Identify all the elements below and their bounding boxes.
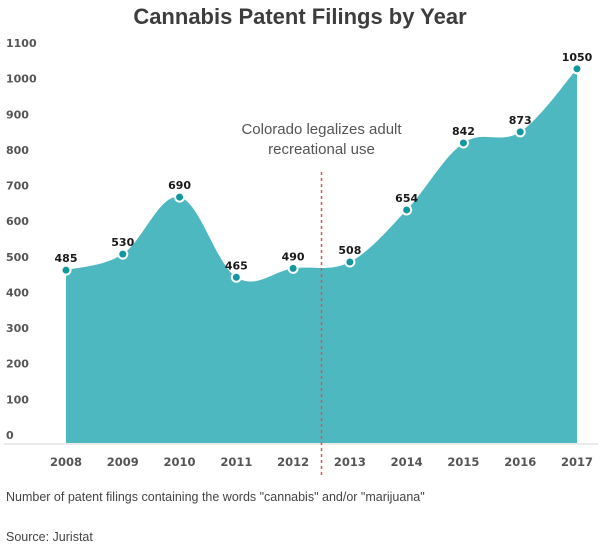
x-tick-label: 2013	[334, 455, 366, 469]
data-labels: 485 530 690 465 490 508 654 842 873 1050	[55, 51, 593, 272]
data-point	[401, 204, 413, 216]
data-point	[60, 264, 72, 276]
y-axis: 0 100 200 300 400 500 600 700 800 900 1000 1100	[6, 37, 37, 442]
y-tick-label: 1000	[6, 73, 37, 86]
data-point	[514, 126, 526, 138]
data-point	[117, 248, 129, 260]
data-point	[457, 137, 469, 149]
y-tick-label: 600	[6, 215, 29, 228]
y-tick-label: 500	[6, 251, 29, 264]
x-tick-label: 2009	[107, 455, 139, 469]
y-tick-label: 0	[6, 429, 14, 442]
x-tick-label: 2010	[164, 455, 196, 469]
data-label: 1050	[562, 51, 593, 64]
chart-note: Number of patent filings containing the …	[6, 490, 425, 504]
data-label: 873	[509, 114, 532, 127]
y-tick-label: 800	[6, 144, 29, 157]
data-point	[230, 271, 242, 283]
y-tick-label: 700	[6, 180, 29, 193]
annotation-text-line: Colorado legalizes adult	[241, 121, 402, 138]
data-label: 508	[338, 244, 361, 257]
y-tick-label: 200	[6, 358, 29, 371]
annotation-text: Colorado legalizes adult recreational use	[241, 121, 402, 158]
data-points	[60, 63, 583, 283]
data-point	[344, 256, 356, 268]
annotation-text-line: recreational use	[268, 141, 375, 158]
data-label: 842	[452, 125, 475, 138]
x-tick-label: 2015	[447, 455, 479, 469]
chart-source: Source: Juristat	[6, 530, 93, 544]
data-point	[174, 191, 186, 203]
data-label: 490	[282, 250, 305, 263]
x-tick-label: 2012	[277, 455, 309, 469]
chart-title: Cannabis Patent Filings by Year	[133, 4, 467, 29]
x-tick-label: 2014	[391, 455, 423, 469]
x-tick-label: 2011	[220, 455, 252, 469]
x-tick-label: 2017	[561, 455, 593, 469]
data-label: 654	[395, 192, 418, 205]
y-tick-label: 1100	[6, 37, 37, 50]
y-tick-label: 300	[6, 322, 29, 335]
data-label: 690	[168, 179, 191, 192]
data-point	[571, 63, 583, 75]
area-series	[66, 68, 577, 444]
data-label: 465	[225, 259, 248, 272]
y-tick-label: 100	[6, 393, 29, 406]
x-tick-label: 2008	[50, 455, 82, 469]
y-tick-label: 900	[6, 108, 29, 121]
y-tick-label: 400	[6, 286, 29, 299]
data-point	[287, 262, 299, 274]
x-axis: 2008 2009 2010 2011 2012 2013 2014 2015 2016 2017	[50, 455, 593, 469]
x-tick-label: 2016	[504, 455, 536, 469]
data-label: 485	[55, 252, 78, 265]
data-label: 530	[111, 236, 134, 249]
